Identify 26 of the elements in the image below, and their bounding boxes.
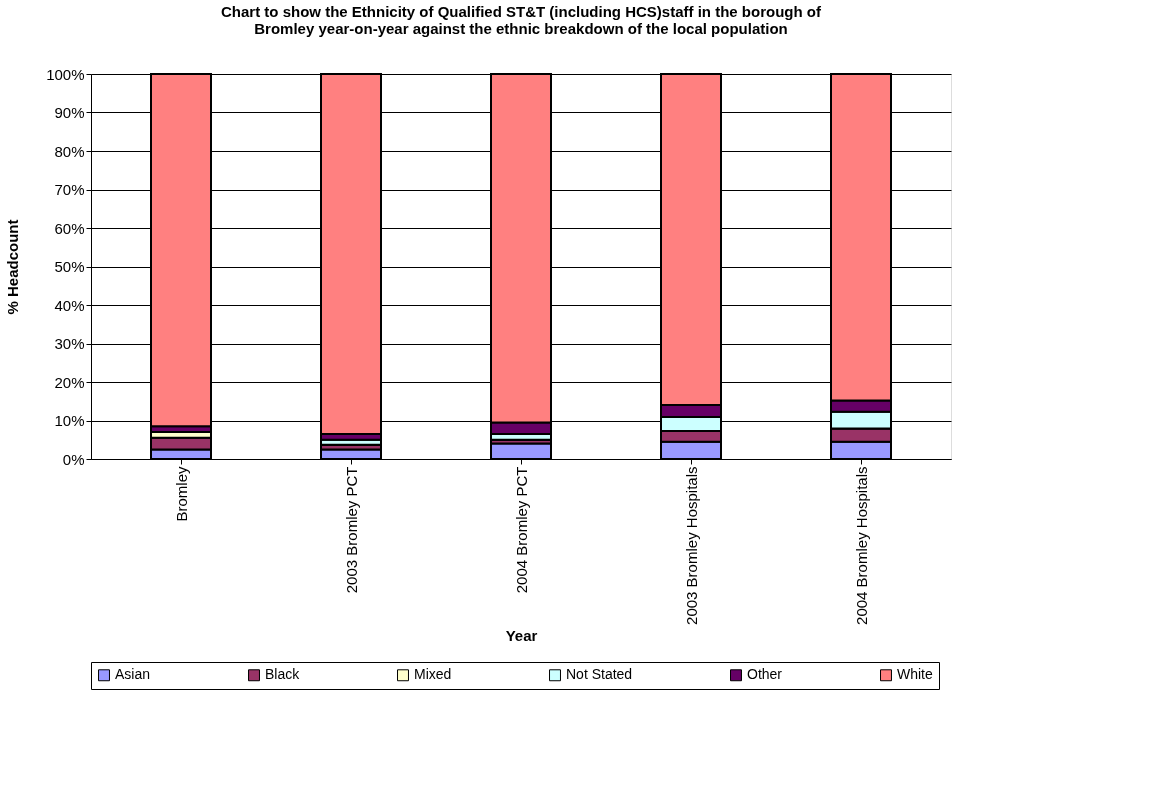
x-tick-label: 2003 Bromley PCT	[342, 466, 360, 594]
legend-label: Black	[265, 666, 301, 683]
y-tick-label: 60%	[54, 219, 85, 237]
x-tick-label: 2004 Bromley PCT	[512, 466, 530, 594]
x-tick-label: 2004 Bromley Hospitals	[852, 466, 870, 625]
legend-label: Not Stated	[566, 666, 633, 683]
y-tick-label: 30%	[54, 335, 85, 352]
y-tick-label: 70%	[54, 181, 85, 198]
y-axis-title: % Headcount	[4, 219, 22, 315]
y-tick-label: 50%	[54, 258, 85, 275]
x-tick-label: 2003 Bromley Hospitals	[682, 466, 700, 625]
y-tick-label: 40%	[54, 296, 85, 314]
y-tick-label: 10%	[54, 412, 85, 429]
legend-label: Mixed	[414, 666, 452, 683]
x-tick-label: Bromley	[172, 466, 190, 522]
y-tick-label: 20%	[54, 373, 85, 391]
y-tick-label: 0%	[62, 450, 85, 468]
y-tick-label: 90%	[54, 104, 85, 121]
legend-label: White	[897, 666, 933, 683]
text: Chart to show the Ethnicity of Qualified ST&T (including HCS)staff in the borough of	[221, 3, 821, 20]
y-tick-label: 80%	[54, 142, 85, 160]
text: Bromley year-on-year against the ethnic breakdown of the local population	[254, 20, 788, 37]
legend-label: Other	[747, 666, 783, 683]
legend-label: Asian	[115, 666, 151, 683]
y-tick-label: 100%	[46, 65, 85, 83]
x-axis-title: Year	[505, 626, 538, 644]
